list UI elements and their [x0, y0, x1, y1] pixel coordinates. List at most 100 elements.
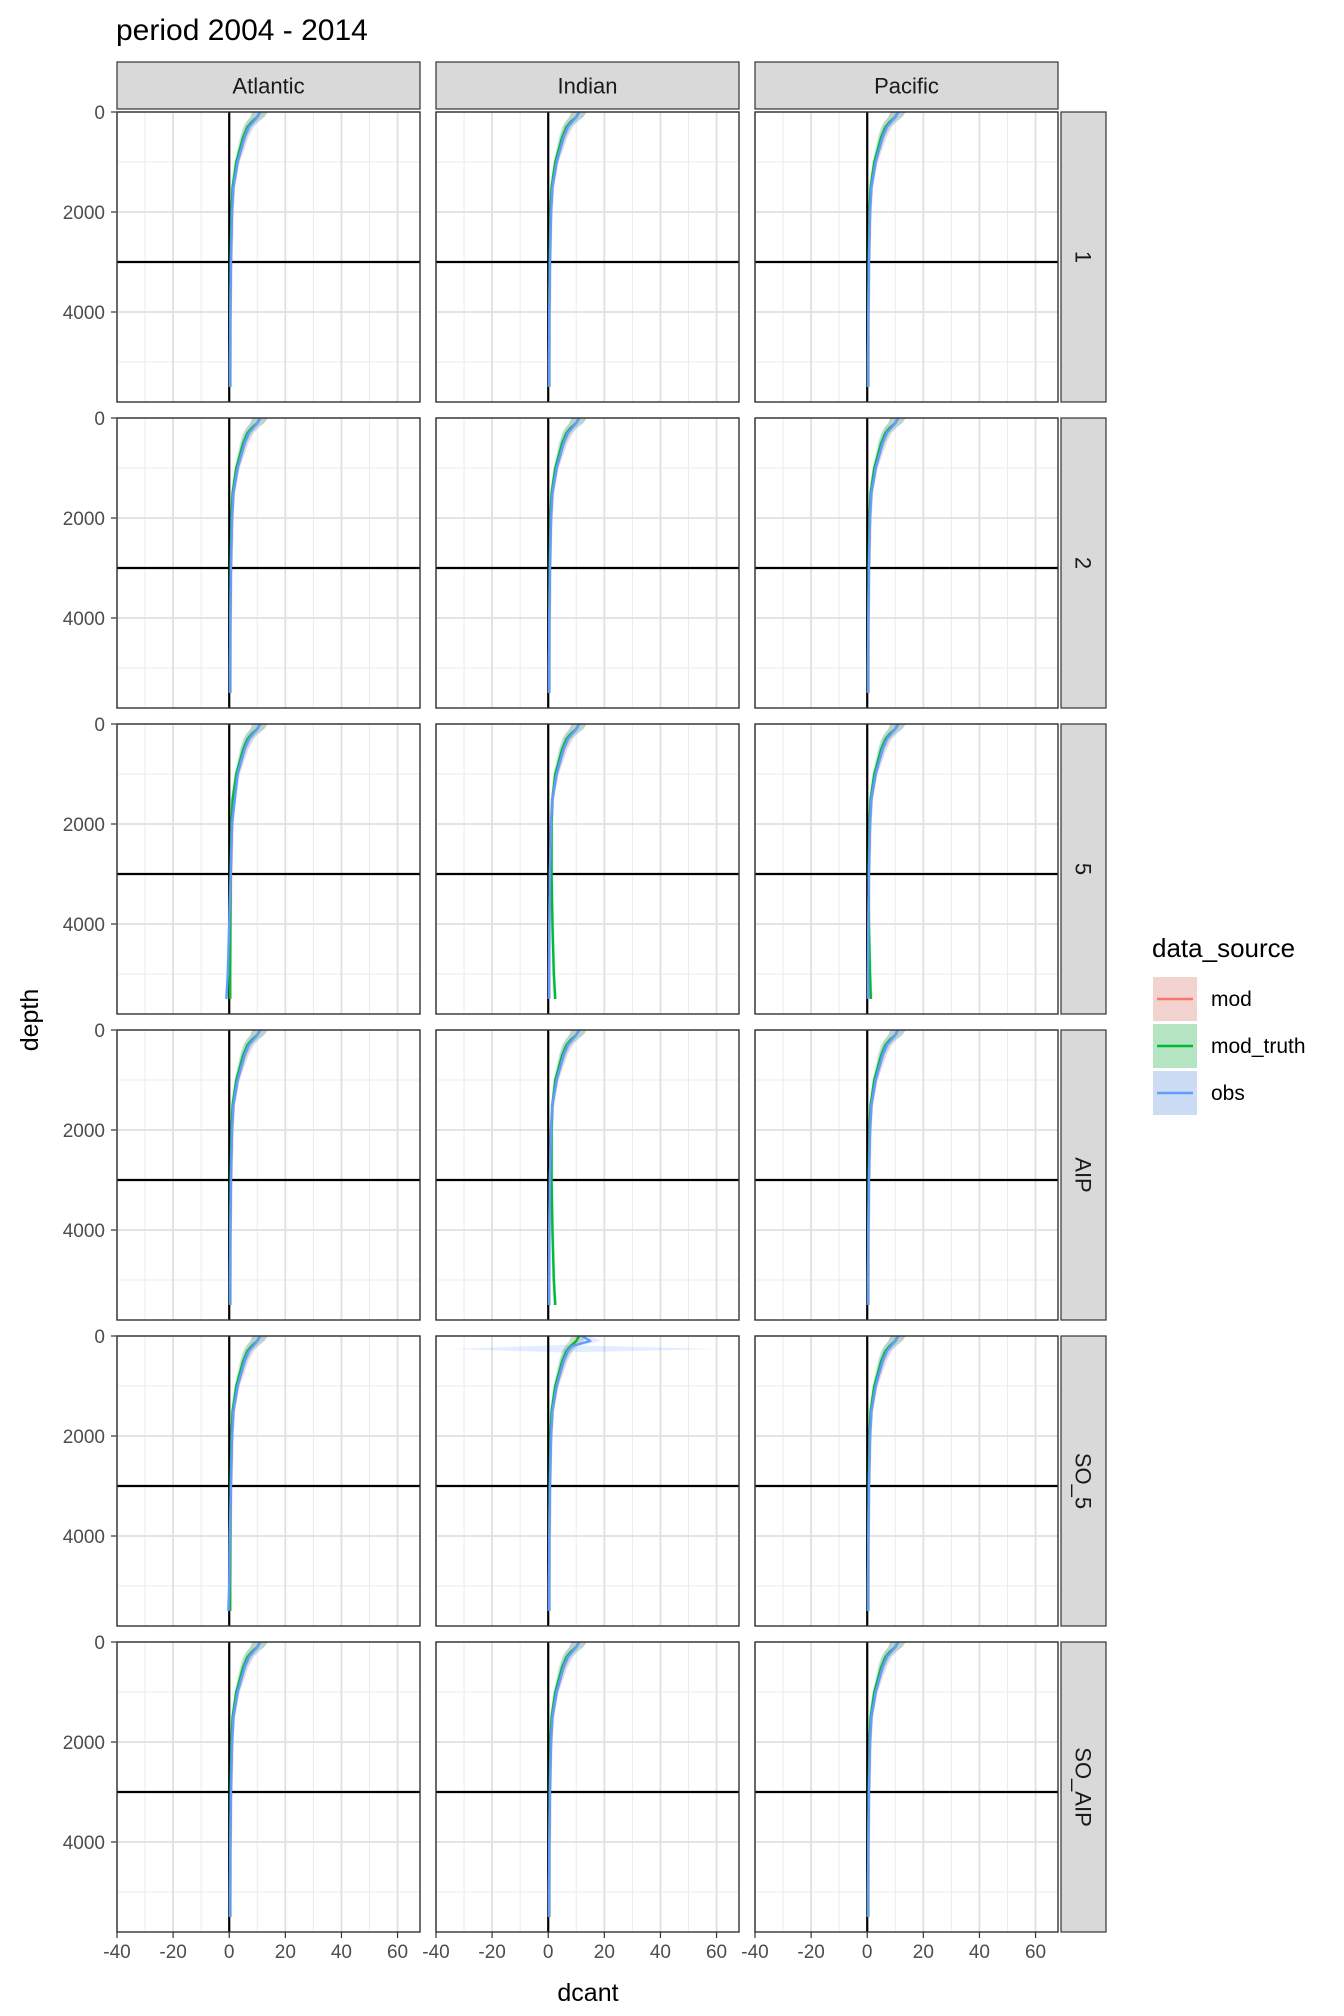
panel-background: [436, 724, 739, 1014]
panel-background: [117, 418, 420, 708]
panel-border: [754, 1335, 1059, 1627]
facet-panel: [435, 1335, 740, 1627]
x-tick-label: -40: [741, 1942, 768, 1963]
x-tick-label: 60: [706, 1942, 727, 1963]
facet-panels: Atlantic Indian Pacific1020004000202000400…: [63, 61, 1107, 1963]
facet-strip-row-label: 5: [1071, 863, 1096, 875]
facet-panel: [435, 723, 740, 1015]
facet-panel: [435, 1641, 740, 1933]
facet-strip-row-5: [1060, 723, 1107, 1015]
facet-panel: [435, 111, 740, 403]
y-tick-label: 2000: [63, 1427, 105, 1448]
y-tick-label: 4000: [63, 1221, 105, 1242]
y-tick-label: 2000: [63, 509, 105, 530]
series-line-obs: [866, 418, 900, 693]
facet-panel: [754, 417, 1059, 709]
panel-data: [436, 1030, 739, 1320]
facet-strip-row-label: AIP: [1071, 1157, 1096, 1192]
series-line-obs: [866, 1642, 900, 1917]
panel-data: [117, 1336, 420, 1626]
x-tick-label: -20: [478, 1942, 505, 1963]
facet-strip-indian: [435, 61, 740, 110]
panel-data: [436, 1642, 739, 1932]
y-tick-label: 0: [94, 1021, 105, 1042]
panel-background: [117, 1642, 420, 1932]
facet-strip-atlantic: [116, 61, 421, 110]
facet-panel: [754, 723, 1059, 1015]
chart-title: period 2004 - 2014: [116, 14, 368, 47]
series-line-obs: [228, 112, 262, 387]
panel-background: [755, 418, 1058, 708]
x-tick-label: 20: [275, 1942, 296, 1963]
x-tick-label: 0: [862, 1942, 873, 1963]
facet-panel: [754, 1029, 1059, 1321]
panel-data: [117, 724, 420, 1014]
y-tick-label: 4000: [63, 1833, 105, 1854]
y-tick-label: 4000: [63, 303, 105, 324]
panel-border: [116, 1335, 421, 1627]
panel-background: [755, 1030, 1058, 1320]
facet-strip-row-aip: [1060, 1029, 1107, 1321]
panel-background: [755, 724, 1058, 1014]
facet-strip-row-label: 2: [1071, 557, 1096, 569]
panel-border: [435, 1029, 740, 1321]
ribbon-obs-wide: [452, 1345, 717, 1353]
facet-strip-row-label: SO_5: [1071, 1453, 1096, 1509]
panel-border: [754, 1029, 1059, 1321]
series-line-obs: [547, 724, 581, 999]
y-tick-label: 0: [94, 1633, 105, 1654]
series-line-obs: [547, 418, 581, 693]
x-tick-label: 60: [387, 1942, 408, 1963]
facet-panel: [435, 417, 740, 709]
panel-background: [755, 112, 1058, 402]
legend-label: mod: [1211, 988, 1252, 1011]
y-tick-label: 0: [94, 1327, 105, 1348]
legend-label: obs: [1211, 1082, 1245, 1105]
x-tick-label: 40: [650, 1942, 671, 1963]
x-tick-label: -20: [797, 1942, 824, 1963]
facet-panel: [435, 1029, 740, 1321]
facet-panel: [116, 1029, 421, 1321]
facet-strip-row-so_aip: [1060, 1641, 1107, 1933]
series-line-obs: [866, 724, 900, 999]
panel-background: [117, 724, 420, 1014]
series-line-obs: [228, 1642, 262, 1917]
facet-strip-label: Indian: [558, 74, 618, 99]
panel-background: [436, 112, 739, 402]
x-tick-label: 20: [913, 1942, 934, 1963]
panel-background: [755, 1642, 1058, 1932]
panel-border: [754, 417, 1059, 709]
y-tick-label: 4000: [63, 1527, 105, 1548]
series-line-obs: [547, 1030, 581, 1305]
series-line-obs: [228, 1030, 262, 1305]
facet-strip-row-label: SO_AIP: [1071, 1747, 1096, 1826]
panel-data: [117, 112, 420, 402]
panel-background: [436, 1642, 739, 1932]
y-tick-label: 4000: [63, 915, 105, 936]
panel-background: [436, 1030, 739, 1320]
panel-border: [116, 111, 421, 403]
x-tick-label: -40: [422, 1942, 449, 1963]
panel-data: [755, 1642, 1058, 1932]
panel-background: [755, 1336, 1058, 1626]
x-tick-label: 40: [969, 1942, 990, 1963]
panel-border: [754, 723, 1059, 1015]
facet-strip-row-so_5: [1060, 1335, 1107, 1627]
series-line-obs: [228, 418, 262, 693]
facet-panel: [116, 417, 421, 709]
y-tick-label: 0: [94, 103, 105, 124]
panel-border: [116, 417, 421, 709]
y-tick-label: 0: [94, 409, 105, 430]
series-line-obs: [866, 112, 900, 387]
facet-strip-pacific: [754, 61, 1059, 110]
panel-border: [435, 1641, 740, 1933]
series-line-obs: [225, 724, 262, 1000]
series-line-obs: [547, 1642, 581, 1917]
facet-panel: [116, 1335, 421, 1627]
series-line-obs: [866, 1336, 900, 1611]
x-tick-label: 20: [594, 1942, 615, 1963]
x-tick-label: 0: [543, 1942, 554, 1963]
panel-background: [117, 1336, 420, 1626]
panel-data: [755, 1336, 1058, 1626]
